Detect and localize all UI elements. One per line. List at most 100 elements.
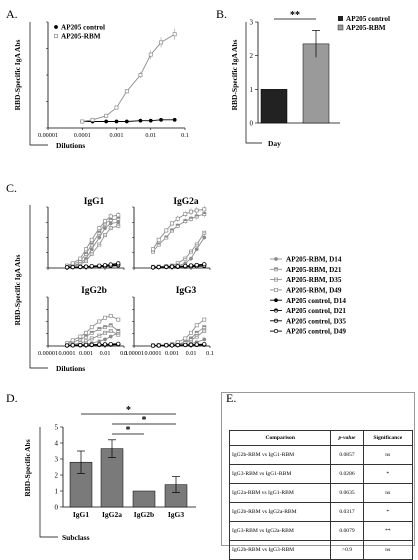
legend-label: AP205 control bbox=[61, 24, 105, 32]
legend-marker bbox=[54, 34, 58, 38]
data-point bbox=[70, 343, 75, 348]
data-point bbox=[84, 330, 88, 335]
x-tick-label: IgG2a bbox=[102, 510, 122, 519]
data-point bbox=[148, 52, 153, 57]
data-point bbox=[97, 319, 102, 324]
panel-label-e: E. bbox=[226, 391, 236, 405]
data-point-fill bbox=[189, 336, 193, 339]
data-point-fill bbox=[170, 228, 174, 231]
table-row: IgG3-RBM vs IgG2a-RBM 0.0079 ** bbox=[228, 521, 414, 541]
data-point bbox=[97, 263, 102, 268]
x-tick-label: 0.01 bbox=[186, 350, 197, 357]
data-point bbox=[159, 117, 164, 122]
data-point bbox=[89, 247, 94, 252]
y-axis-title: RBD-Specific Abs bbox=[23, 439, 32, 496]
y-tick-label: 1 bbox=[55, 488, 59, 496]
x-tick-label: 0.1 bbox=[181, 132, 189, 139]
table-row: IgG3-RBM vs IgG1-RBM 0.0286 * bbox=[228, 464, 414, 484]
data-point bbox=[159, 40, 164, 45]
legend-label: AP205-RBM, D49 bbox=[286, 287, 342, 295]
data-point bbox=[80, 119, 85, 124]
data-point-fill bbox=[195, 214, 199, 217]
y-tick-label: 3 bbox=[250, 19, 254, 27]
data-point bbox=[102, 342, 108, 347]
data-point bbox=[78, 343, 83, 348]
data-point bbox=[90, 117, 95, 122]
x-axis-title: Day bbox=[268, 139, 281, 148]
y-tick-label: 1 bbox=[250, 86, 254, 94]
panel-label-c: C. bbox=[6, 181, 17, 195]
header-comparison: Comparison bbox=[228, 430, 332, 446]
data-point-fill bbox=[202, 325, 206, 328]
x-tick-label: 0.1 bbox=[120, 350, 128, 357]
data-point bbox=[108, 262, 113, 267]
cell-p-value: 0.0635 bbox=[330, 483, 364, 503]
x-tick-label: 0.0001 bbox=[144, 350, 161, 357]
data-point bbox=[89, 342, 94, 347]
significance-label: * bbox=[142, 415, 147, 426]
legend-swatch bbox=[337, 24, 344, 31]
data-point-fill bbox=[97, 231, 101, 233]
axis-bracket bbox=[245, 22, 262, 144]
panel-label-b: B. bbox=[216, 7, 227, 21]
data-point bbox=[108, 313, 113, 318]
data-point bbox=[194, 247, 199, 252]
panel-b-chart: 0 1 2 3 ** RBD-Specific IgA Abs Day AP205 contr… bbox=[230, 10, 390, 148]
x-tick-label: 0.01 bbox=[100, 350, 111, 357]
data-point bbox=[183, 336, 188, 341]
data-point bbox=[83, 342, 89, 347]
significance-label: ** bbox=[290, 10, 300, 21]
data-point bbox=[164, 343, 169, 348]
data-point bbox=[164, 264, 169, 269]
data-point bbox=[148, 118, 153, 123]
axis-bracket bbox=[29, 205, 48, 369]
x-tick-label: 0.00001 bbox=[124, 350, 144, 357]
data-point bbox=[70, 265, 75, 270]
legend-label: AP205-RBM, D14 bbox=[286, 256, 342, 264]
y-axis-title: RBD-Specific IgA Abs bbox=[230, 40, 239, 111]
x-axis-title: Subclass bbox=[62, 533, 90, 542]
data-point bbox=[202, 262, 207, 267]
x-tick-label: 0.001 bbox=[79, 350, 93, 357]
subplot-title: IgG1 bbox=[84, 197, 105, 207]
data-point bbox=[116, 261, 121, 266]
x-tick-label: 0.01 bbox=[145, 132, 156, 139]
data-point bbox=[189, 256, 193, 261]
subplot-title: IgG2b bbox=[81, 286, 107, 296]
x-tick-label: 0.00001 bbox=[38, 132, 58, 139]
cell-significance: ns bbox=[362, 540, 414, 560]
panel-d-chart: 0 1 2 3 4 5 IgG1 IgG2a IgG2b IgG3 * * * RBD-Specific … bbox=[23, 405, 196, 542]
x-axis-title: Dilutions bbox=[56, 364, 85, 373]
comparison-table: Comparison p-value Significance IgG2b-RB… bbox=[228, 430, 414, 560]
table-row: IgG2b-RBM vs IgG2a-RBM 0.0317 * bbox=[228, 502, 414, 522]
data-point bbox=[169, 264, 175, 269]
cell-p-value: 0.0079 bbox=[330, 521, 364, 541]
data-point bbox=[97, 342, 102, 347]
data-point-fill bbox=[189, 217, 193, 219]
x-tick-label: 0.0001 bbox=[74, 132, 91, 139]
data-point bbox=[104, 119, 109, 124]
x-tick-label: IgG3 bbox=[168, 510, 185, 519]
data-point bbox=[103, 315, 107, 320]
cell-significance: * bbox=[362, 502, 414, 522]
data-point bbox=[97, 226, 102, 231]
cell-comparison: IgG3-RBM vs IgG1-RBM bbox=[228, 464, 332, 484]
axis-bracket bbox=[29, 22, 48, 146]
y-tick-label: 2 bbox=[250, 52, 254, 60]
data-point bbox=[183, 212, 188, 216]
data-point bbox=[172, 117, 177, 122]
data-point bbox=[156, 237, 161, 242]
data-point bbox=[172, 32, 177, 37]
x-tick-label: IgG2b bbox=[134, 510, 154, 519]
legend-label: AP205 control, D14 bbox=[286, 297, 346, 305]
data-point-fill bbox=[195, 331, 199, 333]
data-point-fill bbox=[90, 242, 94, 245]
data-point-fill bbox=[183, 219, 187, 222]
data-point bbox=[114, 105, 119, 110]
data-point bbox=[175, 216, 180, 221]
data-point bbox=[194, 323, 199, 328]
data-point bbox=[103, 226, 107, 231]
data-point bbox=[116, 213, 121, 218]
legend-label: AP205 control, D35 bbox=[286, 317, 346, 325]
